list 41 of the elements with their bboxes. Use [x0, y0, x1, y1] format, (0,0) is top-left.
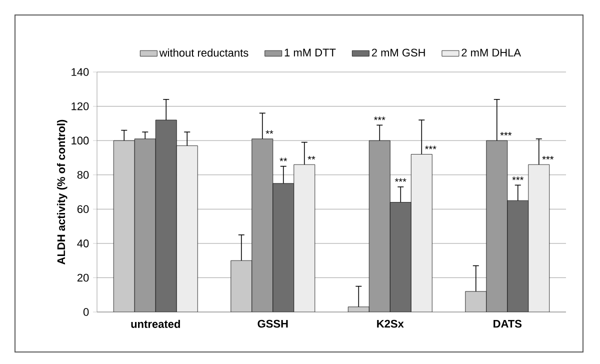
- data-label: ***: [374, 116, 386, 120]
- y-tick-label: 60: [77, 205, 89, 214]
- bar: [114, 140, 135, 312]
- x-tick-label: untreated: [131, 320, 180, 328]
- bar: [134, 138, 156, 312]
- data-label: ***: [542, 156, 554, 160]
- bar: [528, 164, 550, 312]
- x-tick-label: GSSH: [258, 320, 288, 328]
- y-tick-label: 20: [77, 274, 89, 282]
- data-label: **: [266, 130, 274, 134]
- bar: [230, 260, 252, 312]
- bar: [252, 138, 274, 312]
- bar: [272, 183, 294, 312]
- x-tick-label: K2Sx: [377, 320, 404, 328]
- y-tick-label: 80: [77, 170, 89, 179]
- legend-label: without reductants: [159, 48, 248, 57]
- y-tick-label: 120: [72, 102, 89, 110]
- bar: [507, 200, 529, 312]
- y-tick-label: 40: [77, 240, 89, 248]
- y-tick-label: 0: [83, 308, 89, 316]
- data-label: ***: [424, 146, 436, 150]
- y-tick-label: 100: [72, 136, 89, 144]
- y-tick-label: 140: [72, 68, 89, 76]
- data-label: **: [308, 156, 316, 160]
- data-label: ***: [512, 176, 524, 180]
- data-label: ***: [500, 132, 512, 136]
- legend-label: 2 mM DHLA: [462, 48, 522, 56]
- bar: [486, 140, 508, 312]
- bar: [294, 164, 316, 312]
- y-axis-title: ALDH activity (% of control): [57, 120, 68, 264]
- bar: [156, 120, 177, 312]
- bar: [465, 291, 487, 312]
- bar: [390, 202, 412, 312]
- data-label: **: [280, 158, 288, 162]
- data-label: ***: [394, 178, 406, 182]
- x-tick-label: DATS: [494, 320, 522, 328]
- bar: [410, 154, 432, 312]
- legend-label: 1 mM DTT: [284, 48, 336, 56]
- bar: [368, 140, 390, 312]
- legend-label: 2 mM GSH: [372, 48, 425, 57]
- bar: [176, 146, 198, 312]
